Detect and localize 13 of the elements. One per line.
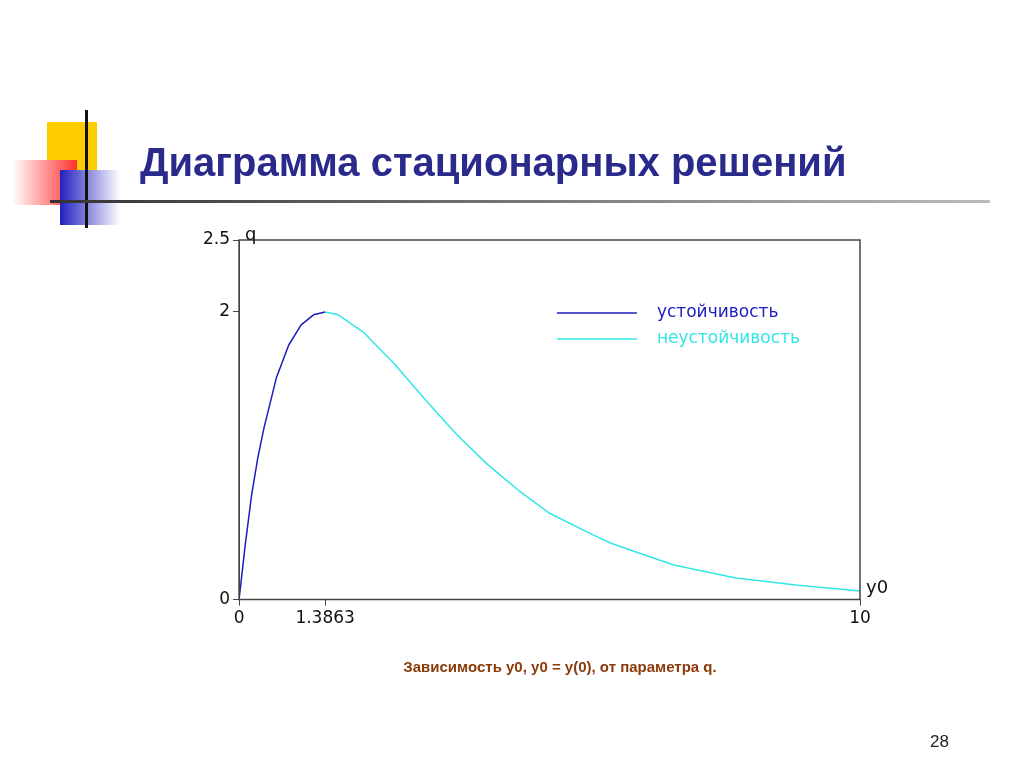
y-tick-label: 2.5 bbox=[202, 228, 231, 249]
y-axis-title: q bbox=[245, 222, 257, 244]
x-axis-title: y0 bbox=[866, 576, 889, 598]
text: 28 bbox=[930, 732, 949, 752]
chart-title: Диаграмма стационарных решений bbox=[140, 140, 847, 185]
x-tick-label: 1.3863 bbox=[295, 607, 355, 628]
x-tick-label: 10 bbox=[849, 607, 871, 628]
x-tick-label: 0 bbox=[233, 607, 245, 628]
text: Зависимость y0, y0 = y(0), от параметра q. bbox=[402, 658, 718, 675]
legend-label: устойчивость bbox=[656, 301, 779, 322]
legend-label: неустойчивость bbox=[656, 327, 801, 348]
y-tick-label: 2 bbox=[219, 300, 231, 321]
y-tick-label: 0 bbox=[219, 588, 231, 609]
